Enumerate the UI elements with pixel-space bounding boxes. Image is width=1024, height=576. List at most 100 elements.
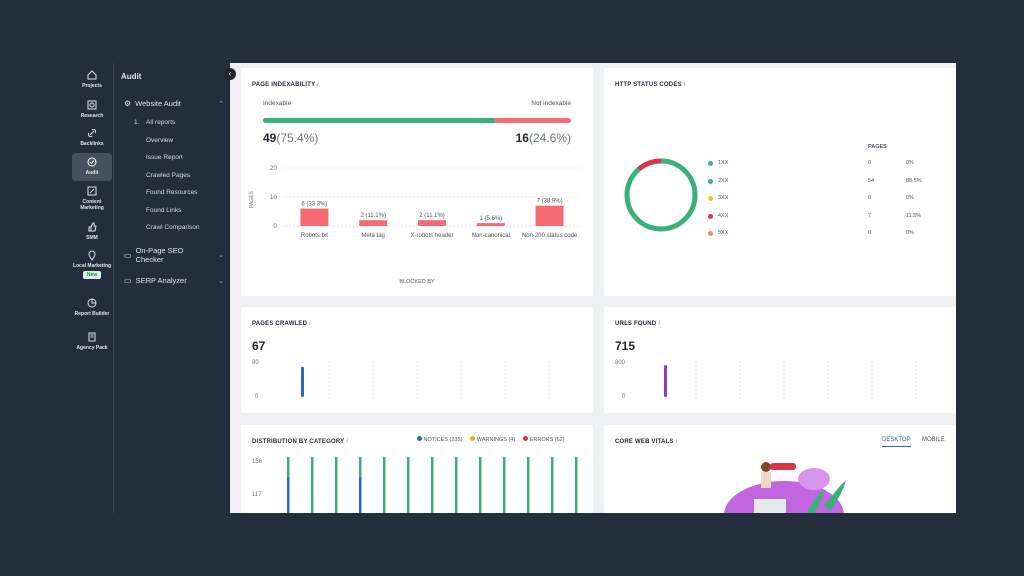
card-title: HTTP STATUS CODES i [615, 82, 686, 88]
nav-crawl-comparison[interactable]: Crawl Comparison [146, 224, 200, 231]
status-code: 1XX [718, 160, 729, 166]
status-pages: 0 [868, 195, 872, 201]
data-label: 7 (38.9%) [537, 199, 563, 205]
serp-label: SERP Analyzer [135, 276, 187, 285]
category-bar [551, 457, 554, 513]
legend-dot [708, 213, 713, 219]
info-icon[interactable]: i [309, 321, 311, 327]
bar-meta-tag [359, 220, 388, 226]
slice-4xx [624, 158, 698, 232]
status-code: 2XX [718, 177, 729, 184]
info-icon[interactable]: i [658, 321, 660, 327]
nav-all-reports[interactable]: All reports [146, 119, 176, 126]
status-row-4xx[interactable]: 4XX 7 11.5% [708, 213, 938, 221]
status-code: 3XX [718, 195, 729, 201]
rail-item-local-marketing[interactable]: Local Marketing New [72, 249, 112, 291]
chevron-down-icon: ⌄ [218, 277, 224, 285]
tab-mobile[interactable]: MOBILE [922, 437, 945, 443]
collapse-sidebar-button[interactable]: ‹ [224, 68, 236, 80]
legend-dot [523, 436, 529, 441]
rail-label: Backlinks [80, 141, 104, 147]
status-row-2xx[interactable]: 2XX 54 88.5% [708, 178, 938, 186]
status-donut-chart [624, 158, 698, 232]
legend-notices[interactable]: NOTICES (235) [417, 436, 462, 443]
research-icon [87, 100, 97, 110]
not-indexable-stat: 16(24.6%) [516, 131, 571, 145]
data-label: 1 (5.6%) [479, 216, 502, 222]
legend-dot [470, 436, 476, 441]
y-tick-label: 20 [270, 165, 278, 172]
info-icon[interactable]: i [683, 82, 686, 88]
rail-label: Agency Pack [76, 345, 108, 351]
urls-found-chart [664, 361, 917, 401]
category-bar [407, 457, 410, 513]
category-bar [311, 457, 314, 513]
blocked-by-chart: 0 10 20 6 (33.3%) Robots.txt 2 (11.1%) Meta ta… [270, 165, 579, 239]
nav-found-resources[interactable]: Found Resources [146, 189, 198, 196]
card-title: URLS FOUND i [615, 321, 660, 327]
rail-label: Content Marketing [80, 199, 104, 211]
distribution-chart [287, 457, 578, 513]
pages-crawled-chart [301, 361, 550, 401]
rail-item-backlinks[interactable]: Backlinks [72, 127, 112, 153]
onpage-label: On-Page SEO Checker [135, 246, 184, 264]
rail-item-projects[interactable]: Projects [72, 69, 112, 95]
not-indexable-value: 16 [515, 131, 529, 145]
rail-label: Audit [85, 170, 99, 176]
edit-icon [87, 186, 97, 196]
indexable-label: Indexable [263, 100, 292, 107]
card-title: DISTRIBUTION BY CATEGORY i [252, 439, 348, 445]
rail-item-report-builder[interactable]: Report Builder [72, 297, 112, 325]
legend-dot [708, 231, 713, 236]
thumb-icon [88, 222, 97, 232]
nav-issue-report[interactable]: Issue Report [146, 154, 183, 161]
serp-analyzer-section[interactable]: ▭ SERP Analyzer ⌄ [124, 276, 224, 285]
indexability-bar [263, 118, 571, 123]
rail-label: Report Builder [74, 311, 110, 317]
rail-item-agency-pack[interactable]: Agency Pack [72, 331, 112, 359]
y-tick-label: 10 [270, 194, 278, 201]
y-tick-min: 0 [622, 394, 626, 400]
legend-warnings[interactable]: WARNINGS (4) [470, 436, 515, 443]
category-label: Non-canonical [472, 233, 510, 239]
rail-label: Local Marketing [72, 263, 112, 269]
legend-dot [708, 178, 713, 184]
status-pages: 0 [868, 230, 872, 236]
website-audit-section[interactable]: ⚙ Website Audit ⌃ [124, 99, 224, 108]
legend-dot [417, 436, 422, 441]
data-label: 6 (33.3%) [301, 202, 327, 208]
rail-item-content-marketing[interactable]: Content Marketing [72, 185, 112, 213]
info-icon[interactable]: i [346, 439, 348, 445]
report-number: 1. [134, 119, 140, 126]
status-row-5xx[interactable]: 5XX 0 0% [708, 230, 938, 238]
rail-item-smm[interactable]: SMM [72, 221, 112, 243]
rail-label: Projects [82, 83, 102, 89]
nav-found-links[interactable]: Found Links [146, 207, 182, 214]
chevron-down-icon: ⌄ [218, 252, 224, 259]
illustration-icon [724, 462, 846, 513]
status-row-1xx[interactable]: 1XX 0 0% [708, 160, 938, 168]
legend-dot [708, 161, 713, 166]
legend-errors[interactable]: ERRORS (62) [523, 436, 565, 443]
indexable-fill [263, 118, 496, 123]
pages-crawled-card: PAGES CRAWLED i 67 80 0 [241, 307, 593, 413]
y-tick-max: 800 [615, 360, 626, 366]
category-label: Robots.txt [301, 233, 328, 239]
rail-item-audit[interactable]: Audit [72, 153, 112, 181]
nav-overview[interactable]: Overview [146, 137, 174, 144]
nav-crawled-pages[interactable]: Crawled Pages [146, 172, 191, 179]
tab-desktop[interactable]: DESKTOP [882, 437, 911, 447]
card-title: PAGE INDEXABILITY i [252, 82, 319, 88]
onpage-seo-section[interactable]: ▭ On-Page SEO Checker ⌄ [124, 246, 224, 264]
info-icon[interactable]: i [675, 439, 678, 445]
category-bar [575, 457, 578, 513]
link-icon [87, 128, 97, 138]
indexable-value: 49 [263, 131, 277, 145]
info-icon[interactable]: i [317, 82, 319, 88]
legend-dot [708, 196, 713, 201]
rail-item-research[interactable]: Research [72, 99, 112, 125]
status-row-3xx[interactable]: 3XX 0 0% [708, 195, 938, 203]
category-bar [431, 457, 434, 513]
new-badge: New [82, 271, 102, 279]
status-pct: 0% [906, 195, 914, 201]
